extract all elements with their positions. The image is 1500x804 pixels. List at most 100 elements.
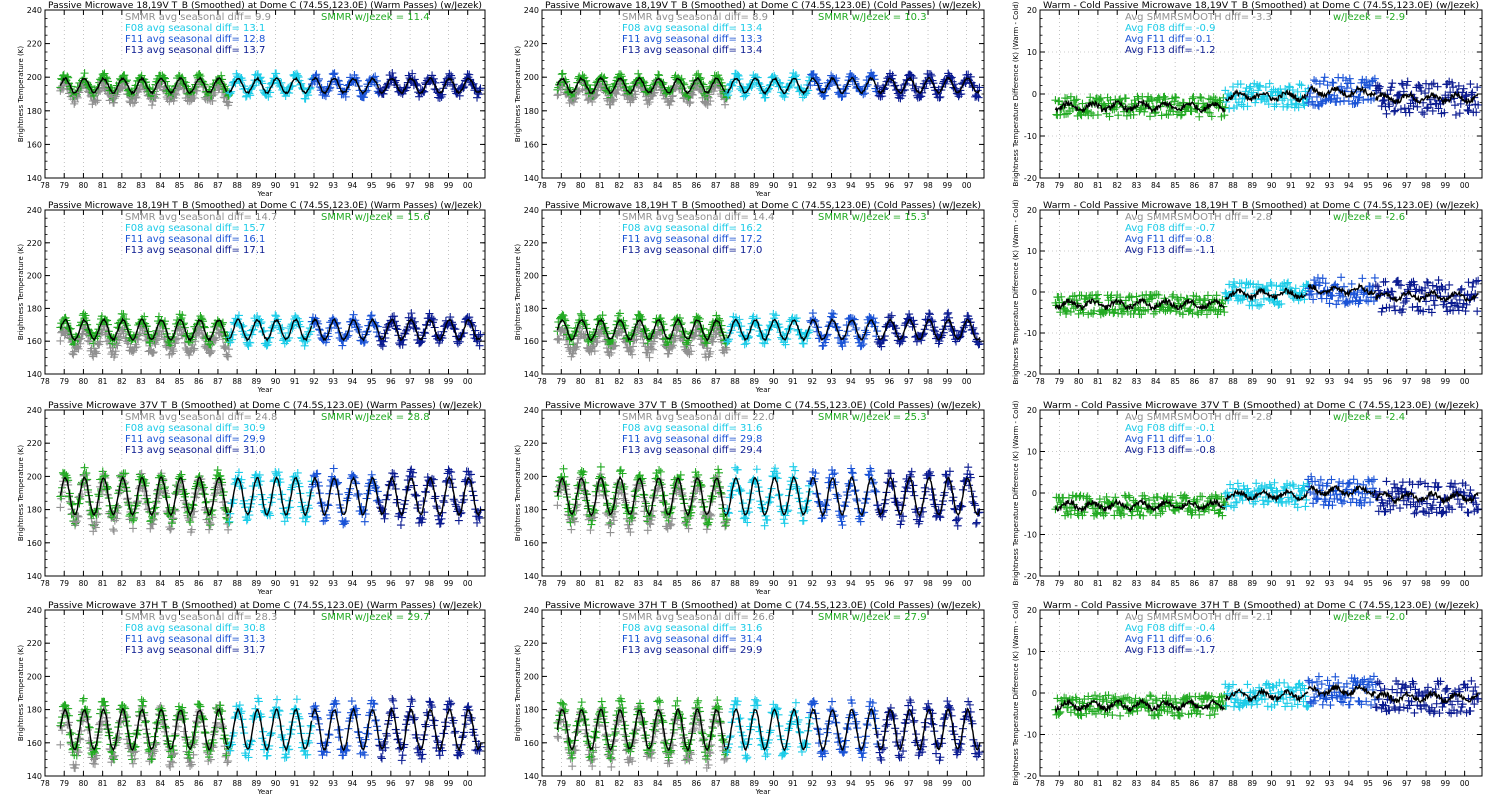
x-tick-label: 81 (1093, 181, 1103, 190)
x-tick-label: 92 (1305, 181, 1315, 190)
data-marker (925, 309, 933, 317)
data-marker (1423, 278, 1431, 286)
y-tick-label: 240 (524, 6, 539, 15)
x-tick-label: 82 (1112, 377, 1122, 386)
data-marker (167, 525, 175, 533)
y-tick-label: 20 (1027, 206, 1037, 215)
x-tick-label: 82 (614, 377, 624, 386)
x-tick-label: 87 (711, 377, 721, 386)
y-tick-label: 180 (27, 304, 42, 313)
x-tick-label: 91 (290, 181, 300, 190)
data-marker (1114, 111, 1122, 119)
x-tick-label: 97 (405, 181, 415, 190)
x-tick-label: 91 (788, 181, 798, 190)
x-tick-label: 86 (692, 377, 702, 386)
data-marker (1296, 80, 1304, 88)
data-marker (1409, 303, 1417, 311)
x-tick-label: 92 (807, 181, 817, 190)
data-marker (809, 309, 817, 317)
data-marker (1321, 73, 1329, 81)
legend-f08: F08 avg seasonal diff= 13.4 (622, 23, 762, 34)
x-tick-label: 78 (1035, 181, 1045, 190)
data-marker (129, 524, 137, 532)
data-marker (181, 339, 189, 347)
series-f13 (1372, 77, 1482, 118)
x-tick-label: 88 (730, 181, 740, 190)
data-marker (1430, 79, 1438, 87)
x-tick-label: 00 (1460, 181, 1470, 190)
series-f13 (874, 309, 984, 351)
x-tick-label: 92 (309, 181, 319, 190)
legend-jezek: w/Jezek = -2.6 (1333, 212, 1405, 223)
x-tick-label: 81 (1093, 377, 1103, 386)
x-tick-label: 00 (1460, 377, 1470, 386)
data-marker (1243, 102, 1251, 110)
y-tick-label: 240 (27, 6, 42, 15)
legend-f08: Avg F08 diff= -0.7 (1125, 223, 1215, 234)
series-smmr (1051, 93, 1229, 121)
legend-f13: F13 avg seasonal diff= 13.7 (125, 45, 265, 56)
series-smmr (1051, 290, 1229, 318)
x-tick-label: 80 (576, 181, 586, 190)
data-marker (973, 92, 981, 100)
y-tick-label: -10 (1024, 329, 1037, 338)
series-f11 (1304, 73, 1380, 110)
legend-smmr: SMMR avg seasonal diff= 14.4 (622, 212, 774, 223)
x-tick-label: 86 (194, 181, 204, 190)
series-f13 (375, 69, 484, 102)
x-tick-label: 85 (672, 377, 682, 386)
y-tick-label: 200 (524, 73, 539, 82)
x-tick-label: 78 (537, 181, 547, 190)
x-tick-label: 83 (136, 181, 146, 190)
y-tick-label: 160 (27, 140, 42, 149)
data-marker (1177, 112, 1185, 120)
x-tick-label: 87 (213, 377, 223, 386)
data-marker (1094, 111, 1102, 119)
legend-smmr: SMMR avg seasonal diff= 14.7 (125, 212, 277, 223)
legend-f11: F11 avg seasonal diff= 13.3 (622, 34, 762, 45)
x-tick-label: 99 (943, 181, 953, 190)
y-axis-label: Brightness Temperature (K) (17, 244, 25, 340)
legend-f13: F13 avg seasonal diff= 17.1 (125, 245, 265, 256)
data-marker (665, 350, 673, 358)
x-tick-label: 78 (40, 377, 50, 386)
data-marker (1404, 77, 1412, 85)
data-marker (221, 344, 229, 352)
data-marker (721, 101, 729, 109)
data-marker (1382, 110, 1390, 118)
x-tick-label: 85 (175, 181, 185, 190)
y-tick-label: 200 (524, 272, 539, 281)
x-tick-label: 83 (136, 377, 146, 386)
x-tick-label: 81 (595, 377, 605, 386)
x-tick-label: 89 (750, 377, 760, 386)
data-marker (56, 503, 64, 511)
x-tick-label: 79 (557, 181, 567, 190)
series-f08 (225, 311, 315, 350)
x-tick-label: 88 (1228, 181, 1238, 190)
x-tick-label: 98 (425, 181, 435, 190)
x-tick-label: 84 (156, 377, 166, 386)
x-tick-label: 91 (1286, 377, 1296, 386)
x-tick-label: 88 (1228, 377, 1238, 386)
y-axis-label: Brightness Temperature (K) (514, 46, 522, 142)
x-tick-label: 87 (213, 181, 223, 190)
data-marker (1406, 109, 1414, 117)
data-marker (1255, 302, 1263, 310)
data-marker (56, 337, 64, 345)
x-tick-label: 92 (807, 377, 817, 386)
series-f08 (723, 69, 814, 102)
legend-f11: F11 avg seasonal diff= 12.8 (125, 34, 265, 45)
y-tick-label: 220 (27, 239, 42, 248)
data-marker (634, 70, 642, 78)
series-f08 (723, 310, 814, 349)
x-tick-label: 99 (444, 377, 454, 386)
y-tick-label: 10 (1027, 247, 1037, 256)
legend-jezek: SMMR w/Jezek = 11.4 (321, 12, 430, 23)
y-tick-label: 180 (27, 107, 42, 116)
x-tick-label: 90 (1267, 377, 1277, 386)
x-tick-label: 00 (962, 181, 972, 190)
